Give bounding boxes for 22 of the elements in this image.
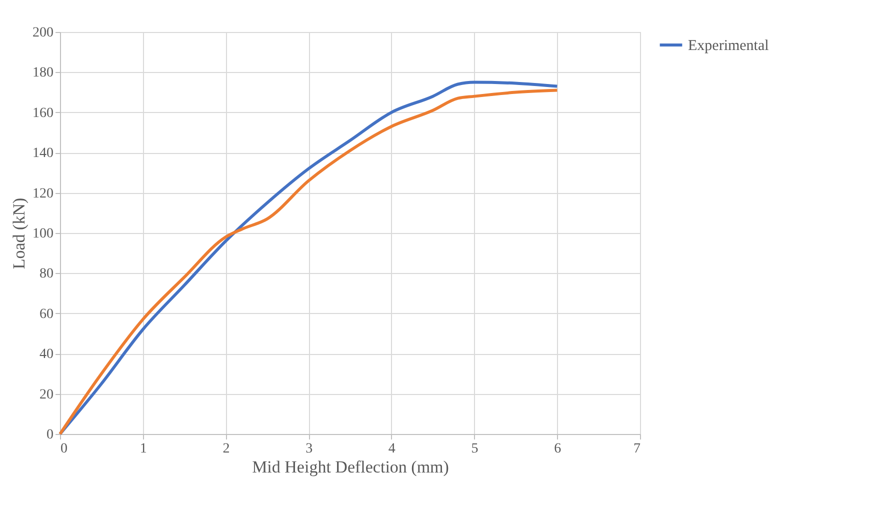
- x-tick-label: 4: [388, 442, 396, 456]
- y-tick-label: 160: [32, 106, 54, 121]
- x-tick-label: 2: [222, 442, 230, 456]
- y-tick-label: 100: [32, 226, 54, 242]
- y-tick-label: 180: [32, 66, 54, 81]
- x-tick-label: 1: [140, 442, 147, 456]
- y-tick-label: 200: [32, 26, 54, 40]
- y-axis-title: Load (kN): [10, 198, 28, 270]
- y-tick-label: 120: [32, 186, 54, 202]
- y-tick-label: 20: [40, 387, 54, 402]
- y-tick-label: 60: [40, 306, 54, 322]
- legend-label: Experimental: [688, 38, 769, 54]
- x-tick-label: 0: [60, 442, 68, 456]
- x-axis-title: Mid Height Deflection (mm): [252, 458, 449, 476]
- x-tick-label: 5: [471, 442, 478, 456]
- y-tick-label: 0: [46, 428, 54, 442]
- y-tick-label: 40: [40, 347, 54, 362]
- x-tick-label: 7: [634, 442, 640, 456]
- x-tick-label: 3: [306, 442, 313, 456]
- x-tick-label: 6: [554, 442, 562, 456]
- y-tick-label: 80: [40, 266, 54, 282]
- y-tick-label: 140: [32, 146, 54, 162]
